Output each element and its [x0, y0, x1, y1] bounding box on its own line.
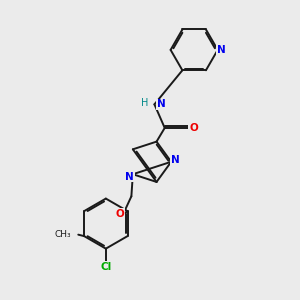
- Text: N: N: [217, 45, 226, 55]
- Text: Cl: Cl: [100, 262, 112, 272]
- Text: H: H: [141, 98, 148, 108]
- Text: O: O: [116, 209, 124, 219]
- Text: N: N: [125, 172, 134, 182]
- Text: N: N: [157, 99, 166, 110]
- Text: CH₃: CH₃: [54, 230, 71, 239]
- Text: O: O: [189, 123, 198, 133]
- Text: N: N: [171, 155, 180, 165]
